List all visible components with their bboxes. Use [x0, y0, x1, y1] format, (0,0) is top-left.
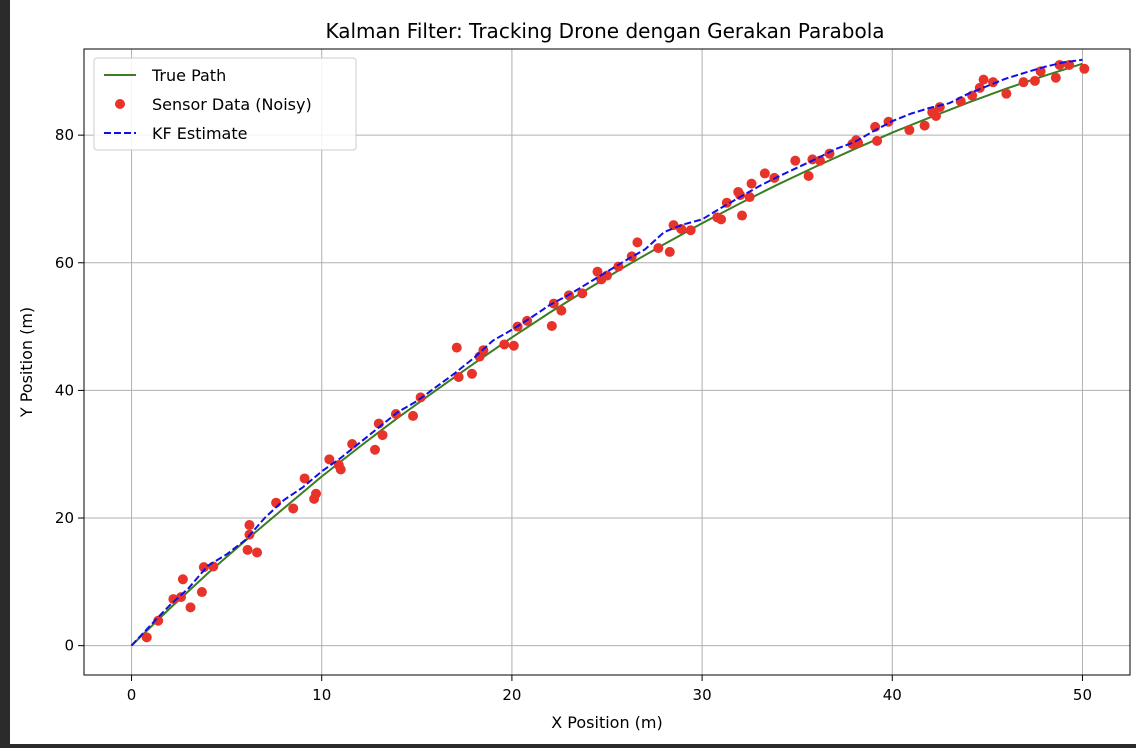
legend: True Path Sensor Data (Noisy) KF Estimate — [93, 57, 357, 151]
x-tick-label: 20 — [502, 686, 521, 704]
series — [130, 58, 1090, 647]
sensor-data-point — [746, 178, 757, 189]
y-tick-label: 20 — [55, 509, 74, 527]
sensor-data-point — [737, 210, 748, 221]
x-tick-label: 40 — [883, 686, 902, 704]
sensor-data-point — [577, 288, 588, 299]
sensor-data-point — [288, 503, 299, 514]
sensor-data-point — [632, 237, 643, 248]
sensor-data-point — [499, 339, 510, 350]
sensor-data-point — [196, 587, 207, 598]
sensor-data-point — [653, 243, 664, 254]
legend-entry: KF Estimate — [104, 124, 247, 143]
sensor-data-point — [1050, 72, 1061, 83]
sensor-data-point — [931, 111, 942, 122]
sensor-data-point — [244, 520, 255, 531]
sensor-data-point — [546, 320, 557, 331]
sensor-data-point — [978, 74, 989, 85]
sensor-data-point — [592, 266, 603, 277]
sensor-data-point — [185, 602, 196, 613]
sensor-data-point — [453, 371, 464, 382]
sensor-data-point — [1035, 66, 1046, 77]
sensor-data-point — [451, 342, 462, 353]
legend-marker-scatter — [115, 99, 125, 109]
x-tick-label: 50 — [1073, 686, 1092, 704]
sensor-data-point — [904, 125, 915, 136]
sensor-data-point — [872, 135, 883, 146]
sensor-data-point — [347, 438, 358, 449]
sensor-data-point — [141, 632, 152, 643]
sensor-data-point — [1018, 77, 1029, 88]
sensor-data-point — [988, 77, 999, 88]
chart-title: Kalman Filter: Tracking Drone dengan Ger… — [325, 19, 884, 43]
x-axis-label: X Position (m) — [551, 713, 663, 732]
y-tick-label: 0 — [64, 637, 74, 655]
sensor-data-point — [1079, 63, 1090, 74]
legend-label: KF Estimate — [152, 124, 247, 143]
legend-label: True Path — [151, 66, 226, 85]
sensor-data-point — [335, 464, 346, 475]
sensor-data-point — [153, 615, 164, 626]
sensor-data-point — [685, 225, 696, 236]
sensor-data-point — [1064, 59, 1075, 70]
sensor-data-point — [324, 454, 335, 465]
sensor-data-point — [919, 120, 930, 131]
true-path-line — [130, 62, 1083, 647]
sensor-data-point — [1001, 88, 1012, 99]
x-tick-label: 10 — [312, 686, 331, 704]
sensor-data-point — [369, 444, 380, 455]
figure: Kalman Filter: Tracking Drone dengan Ger… — [10, 0, 1136, 744]
legend-entry: Sensor Data (Noisy) — [115, 95, 312, 114]
sensor-data-point — [759, 168, 770, 179]
legend-entry: True Path — [104, 66, 226, 85]
sensor-data-point — [815, 155, 826, 166]
sensor-data-point — [508, 340, 519, 351]
sensor-data-point — [377, 430, 388, 441]
sensor-data-point — [466, 368, 477, 379]
legend-label: Sensor Data (Noisy) — [152, 95, 312, 114]
sensor-data-point — [1029, 75, 1040, 86]
sensor-data-point — [168, 594, 179, 605]
y-tick-label: 60 — [55, 254, 74, 272]
kf-estimate-line — [130, 58, 1083, 647]
sensor-data-point — [664, 246, 675, 257]
y-axis-label: Y Position (m) — [17, 307, 36, 418]
sensor-data-point — [790, 155, 801, 166]
y-tick-label: 40 — [55, 381, 74, 399]
sensor-data-point — [175, 592, 186, 603]
x-tick-label: 30 — [693, 686, 712, 704]
legend-box — [93, 57, 357, 151]
sensor-data-point — [934, 102, 945, 113]
sensor-data-point — [242, 544, 253, 555]
sensor-data-point — [408, 410, 419, 421]
sensor-data-point — [299, 473, 310, 484]
sensor-data-point — [602, 270, 612, 281]
ticks: 0 10 20 30 40 50 0 20 40 60 80 — [55, 126, 1092, 704]
sensor-data-point — [311, 488, 322, 499]
x-tick-label: 0 — [127, 686, 137, 704]
axes-frame — [83, 48, 1131, 676]
sensor-data-point — [716, 214, 727, 225]
sensor-data-point — [967, 90, 978, 101]
sensor-data-point — [803, 170, 814, 181]
sensor-data-point — [198, 562, 209, 573]
sensor-data-point — [556, 305, 567, 316]
sensor-data-point — [177, 574, 188, 585]
sensor-data-point — [252, 547, 263, 558]
sensor-data-point — [744, 192, 755, 203]
chart-svg: Kalman Filter: Tracking Drone dengan Ger… — [17, 19, 1131, 732]
y-tick-label: 80 — [55, 126, 74, 144]
